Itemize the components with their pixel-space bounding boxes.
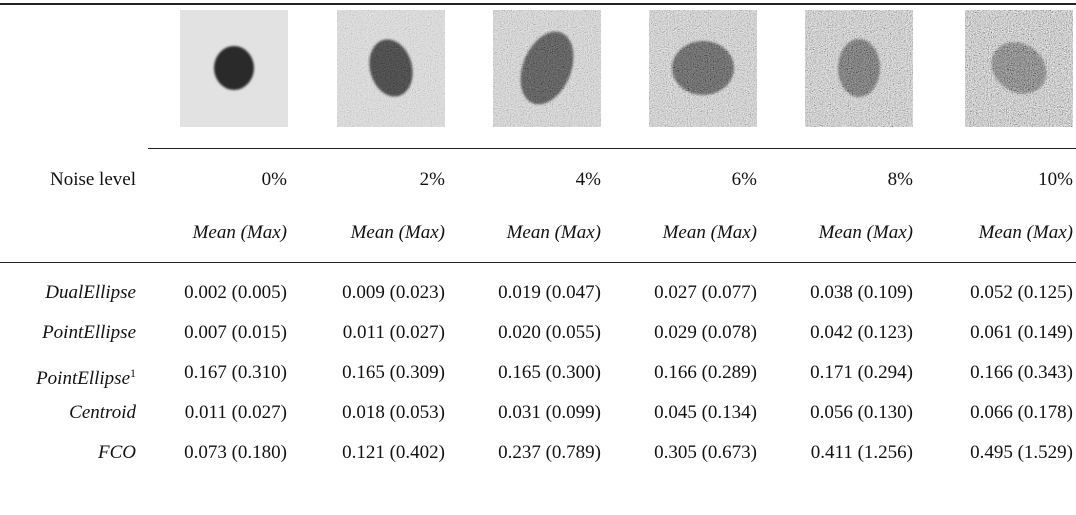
row-label-text: Centroid	[69, 402, 136, 423]
header-rule	[0, 262, 1076, 263]
table-cell: 0.002 (0.005)	[184, 282, 287, 303]
table-cell: 0.166 (0.343)	[970, 362, 1073, 383]
table-cell: 0.495 (1.529)	[970, 442, 1073, 463]
table-cell: 0.305 (0.673)	[654, 442, 757, 463]
row-label-text: PointEllipse	[36, 368, 130, 389]
noise-level: 6%	[731, 169, 757, 190]
noise-level: 2%	[419, 169, 445, 190]
noise-level: 4%	[575, 169, 601, 190]
table-cell: 0.031 (0.099)	[498, 402, 601, 423]
table-cell: 0.056 (0.130)	[810, 402, 913, 423]
row-label: PointEllipse1	[0, 361, 136, 391]
row-label: PointEllipse	[0, 321, 136, 345]
table-cell: 0.020 (0.055)	[498, 322, 601, 343]
row-label: DualEllipse	[0, 281, 136, 305]
table-cell: 0.042 (0.123)	[810, 322, 913, 343]
table-cell: 0.007 (0.015)	[184, 322, 287, 343]
table-cell: 0.052 (0.125)	[970, 282, 1073, 303]
row-label-text: FCO	[98, 442, 136, 463]
top-rule	[0, 3, 1076, 5]
row-label-text: PointEllipse	[42, 322, 136, 343]
table-cell: 0.165 (0.309)	[342, 362, 445, 383]
stat-label: Mean (Max)	[350, 222, 445, 243]
stat-label: Mean (Max)	[506, 222, 601, 243]
noise-label: Noise level	[49, 169, 136, 190]
row-label-text: DualEllipse	[45, 282, 136, 303]
table-cell: 0.121 (0.402)	[342, 442, 445, 463]
table-cell: 0.411 (1.256)	[810, 442, 913, 463]
image-5	[965, 10, 1073, 127]
table-cell: 0.061 (0.149)	[970, 322, 1073, 343]
table-cell: 0.237 (0.789)	[498, 442, 601, 463]
image-0	[180, 10, 288, 127]
table-cell: 0.066 (0.178)	[970, 402, 1073, 423]
noise-level: 8%	[887, 169, 913, 190]
footnote-mark: 1	[130, 366, 136, 380]
image-1	[337, 10, 445, 127]
noise-level: 0%	[261, 169, 287, 190]
table-cell: 0.165 (0.300)	[498, 362, 601, 383]
table-cell: 0.045 (0.134)	[654, 402, 757, 423]
table-cell: 0.009 (0.023)	[342, 282, 445, 303]
row-label: Centroid	[0, 401, 136, 425]
stat-label: Mean (Max)	[192, 222, 287, 243]
table-cell: 0.019 (0.047)	[498, 282, 601, 303]
table-cell: 0.011 (0.027)	[342, 322, 445, 343]
stat-label: Mean (Max)	[818, 222, 913, 243]
table-cell: 0.011 (0.027)	[184, 402, 287, 423]
table-cell: 0.167 (0.310)	[184, 362, 287, 383]
table-cell: 0.018 (0.053)	[342, 402, 445, 423]
row-label: FCO	[0, 441, 136, 465]
image-rule	[148, 148, 1076, 149]
stat-label: Mean (Max)	[662, 222, 757, 243]
table-cell: 0.073 (0.180)	[184, 442, 287, 463]
image-3	[649, 10, 757, 127]
noise-images	[180, 10, 1073, 127]
table-cell: 0.027 (0.077)	[654, 282, 757, 303]
image-4	[805, 10, 913, 127]
table-cell: 0.038 (0.109)	[810, 282, 913, 303]
table-cell: 0.166 (0.289)	[654, 362, 757, 383]
table-cell: 0.029 (0.078)	[654, 322, 757, 343]
stat-label: Mean (Max)	[978, 222, 1073, 243]
table-cell: 0.171 (0.294)	[810, 362, 913, 383]
noise-level: 10%	[1038, 169, 1073, 190]
image-2	[493, 10, 601, 127]
